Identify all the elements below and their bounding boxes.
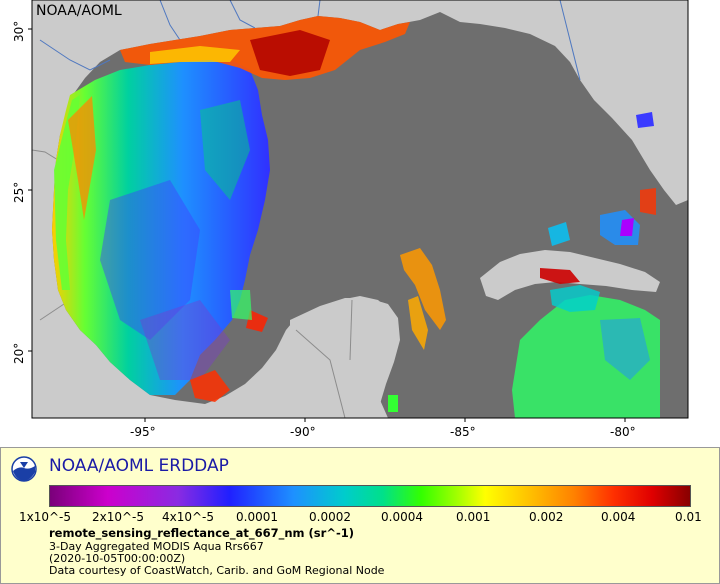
colorbar-label: 0.0002: [309, 510, 351, 524]
map-corner-label: NOAA/AOML: [36, 3, 122, 19]
colorbar-label: 0.004: [601, 510, 636, 524]
lon-label-minus95: -95°: [130, 425, 156, 439]
map-canvas: [28, 0, 689, 422]
plot-border: [31, 0, 689, 419]
colorbar: [49, 485, 691, 507]
colorbar-label: 4x10^-5: [162, 510, 215, 524]
colorbar-label: 0.01: [675, 510, 702, 524]
dataset-description: 3-Day Aggregated MODIS Aqua Rrs667: [49, 540, 264, 553]
variable-name: remote_sensing_reflectance_at_667_nm (sr…: [49, 526, 354, 540]
noaa-logo-icon: [11, 456, 37, 482]
colorbar-label: 0.001: [456, 510, 491, 524]
land-florida: [440, 0, 688, 205]
lon-label-minus80: -80°: [610, 425, 636, 439]
land-yucatan: [290, 298, 400, 418]
lat-label-30: 30°: [12, 20, 26, 42]
lat-label-20: 20°: [12, 342, 26, 364]
colorbar-label: 2x10^-5: [92, 510, 145, 524]
map-panel: NOAA/AOML 30° 25° 20° -95° -90° -85° -80…: [12, 0, 689, 439]
colorbar-label: 0.002: [529, 510, 564, 524]
colorbar-label: 0.0001: [236, 510, 278, 524]
legend-brand: NOAA/AOML ERDDAP: [49, 456, 229, 476]
legend-panel: NOAA/AOML ERDDAP 1x10^-5 2x10^-5 4x10^-5…: [0, 447, 720, 584]
lon-label-minus85: -85°: [450, 425, 476, 439]
lon-label-minus90: -90°: [290, 425, 316, 439]
dataset-time: (2020-10-05T00:00:00Z): [49, 552, 186, 565]
data-credit: Data courtesy of CoastWatch, Carib. and …: [49, 564, 385, 577]
reflectance-patch-yucatan-channel: [400, 248, 446, 330]
colorbar-label: 0.0004: [381, 510, 423, 524]
lat-label-25: 25°: [12, 181, 26, 203]
colorbar-label: 1x10^-5: [19, 510, 72, 524]
